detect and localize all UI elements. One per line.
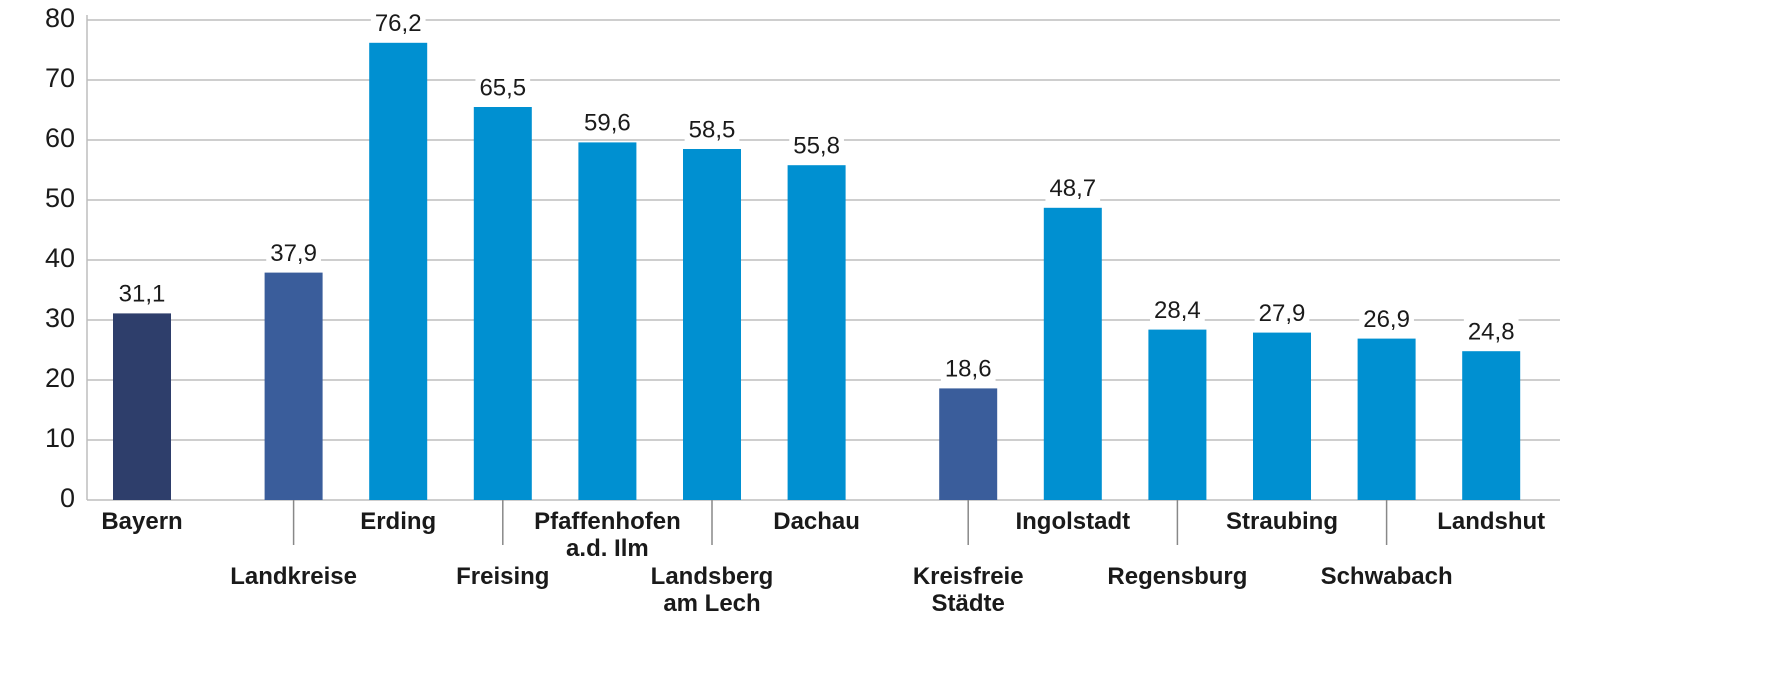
x-tick-label: Straubing xyxy=(1226,508,1338,535)
bar xyxy=(939,388,998,500)
bar xyxy=(683,149,741,500)
bar xyxy=(1357,338,1416,500)
x-tick-label: Dachau xyxy=(773,508,860,535)
x-tick-label: Regensburg xyxy=(1107,563,1247,590)
data-label: 37,9 xyxy=(270,240,317,267)
x-tick-label: Erding xyxy=(360,508,436,535)
y-tick-label: 80 xyxy=(45,3,75,33)
data-label: 18,6 xyxy=(945,356,992,383)
x-tick-label: Pfaffenhofen a.d. Ilm xyxy=(534,508,681,562)
data-label: 31,1 xyxy=(119,281,166,308)
y-tick-label: 10 xyxy=(45,423,75,453)
label-bg xyxy=(1045,175,1101,203)
label-bg xyxy=(114,280,170,308)
label-bg xyxy=(266,239,321,267)
data-label: 65,5 xyxy=(479,74,526,101)
bar xyxy=(1462,351,1521,500)
data-label: 59,6 xyxy=(584,110,631,137)
bar xyxy=(1253,332,1311,500)
data-label: 26,9 xyxy=(1363,306,1410,333)
x-tick-label: Kreisfreie Städte xyxy=(913,563,1024,617)
label-bg xyxy=(789,132,844,160)
label-bg xyxy=(1254,299,1310,327)
label-bg xyxy=(1150,296,1205,324)
x-tick-label: Landsberg am Lech xyxy=(651,563,774,617)
label-bg xyxy=(1359,305,1414,333)
bar xyxy=(369,42,428,501)
bar xyxy=(264,272,323,500)
x-tick-label: Landshut xyxy=(1437,508,1545,535)
x-tick-label: Schwabach xyxy=(1321,563,1453,590)
x-tick-label: Freising xyxy=(456,563,549,590)
bar xyxy=(1043,207,1102,501)
y-tick-label: 60 xyxy=(45,123,75,153)
bar xyxy=(787,165,846,500)
y-tick-label: 20 xyxy=(45,363,75,393)
bar xyxy=(1148,329,1207,500)
x-tick-label: Landkreise xyxy=(230,563,357,590)
bar xyxy=(473,107,532,500)
label-bg xyxy=(940,355,996,383)
y-tick-label: 50 xyxy=(45,183,75,213)
x-tick-label: Bayern xyxy=(101,508,182,535)
bar xyxy=(578,142,637,500)
label-bg xyxy=(684,116,740,144)
data-label: 58,5 xyxy=(689,116,736,143)
bar xyxy=(113,313,171,500)
data-label: 76,2 xyxy=(375,10,422,37)
label-bg xyxy=(370,10,426,38)
y-tick-label: 40 xyxy=(45,243,75,273)
data-label: 48,7 xyxy=(1049,175,1096,202)
data-label: 24,8 xyxy=(1468,319,1515,346)
label-bg xyxy=(580,109,635,137)
y-tick-label: 30 xyxy=(45,303,75,333)
x-tick-label: Ingolstadt xyxy=(1015,508,1130,535)
y-tick-label: 0 xyxy=(60,483,75,513)
data-label: 55,8 xyxy=(793,133,840,160)
label-bg xyxy=(1463,318,1519,346)
label-bg xyxy=(475,74,531,102)
data-label: 27,9 xyxy=(1259,300,1306,327)
y-tick-label: 70 xyxy=(45,63,75,93)
data-label: 28,4 xyxy=(1154,297,1201,324)
